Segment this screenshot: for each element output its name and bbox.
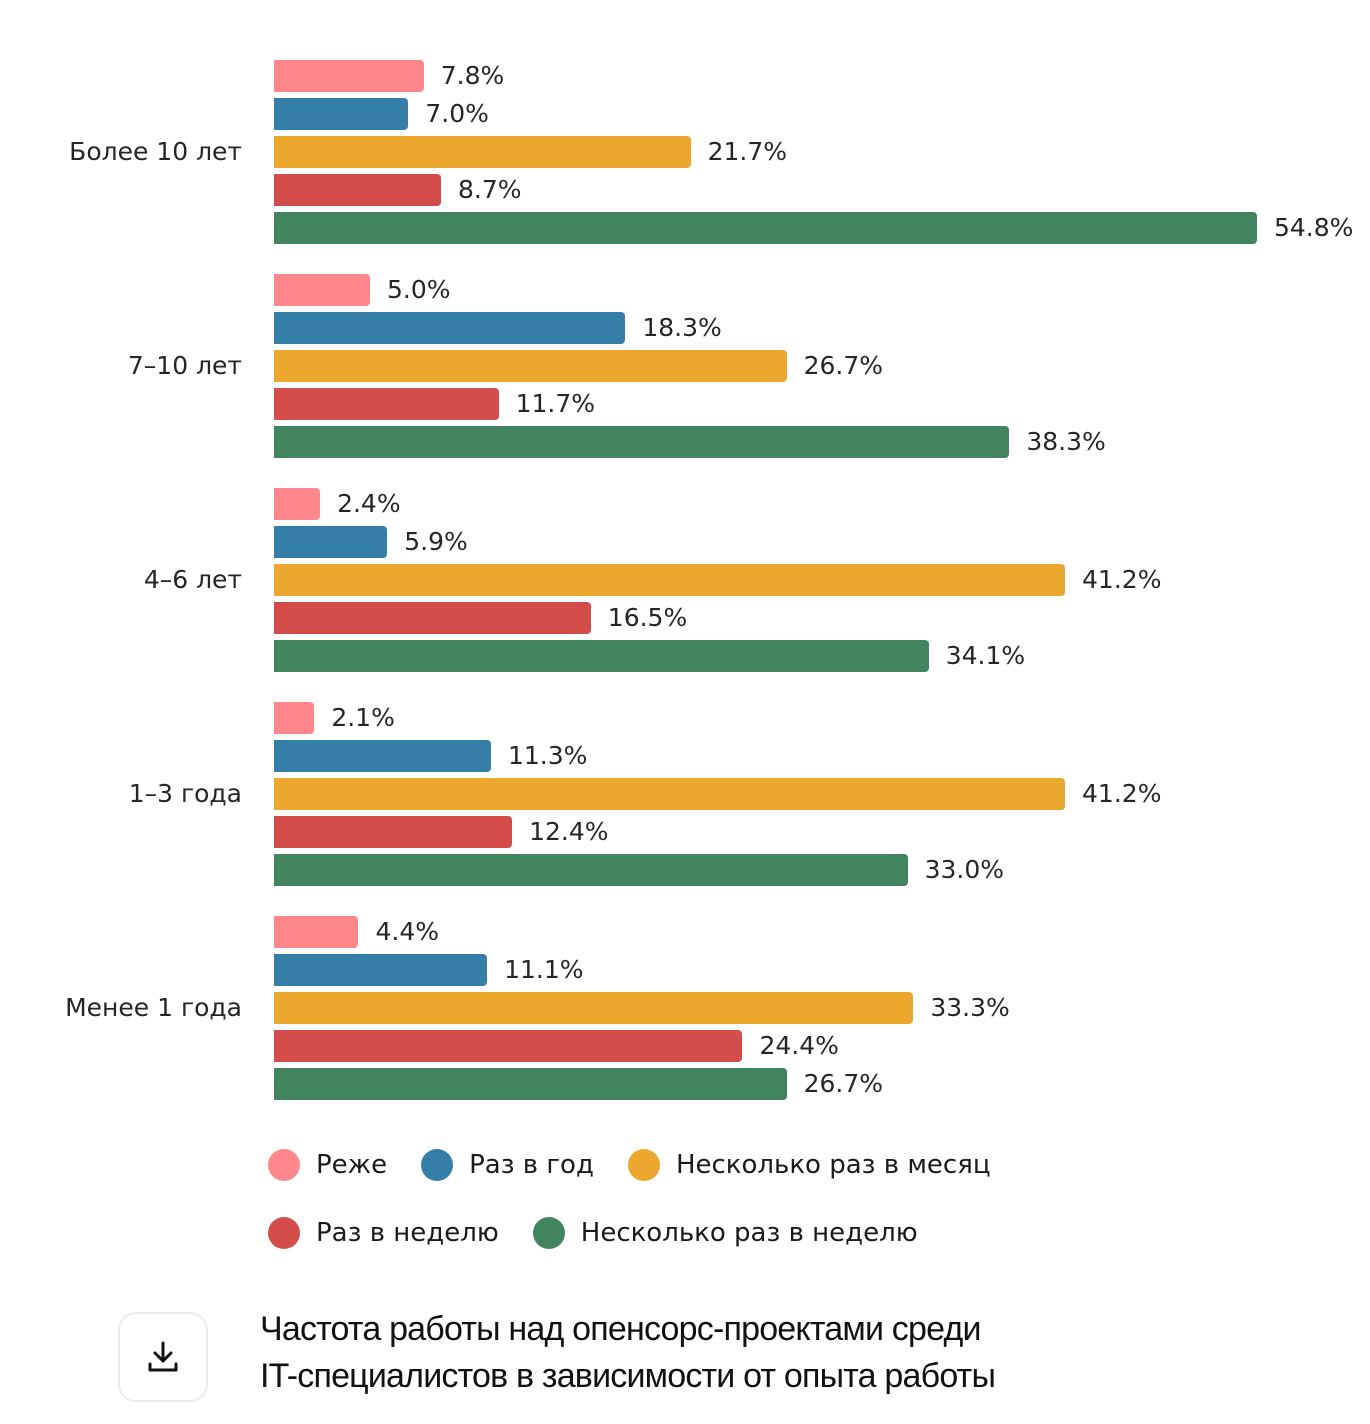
data-label: 4.4%: [375, 917, 439, 946]
legend-swatch-weekly: [268, 1217, 300, 1249]
bar: [274, 602, 591, 634]
bar: [274, 212, 1257, 244]
legend-item-rarely: Реже: [268, 1149, 387, 1181]
bar: [274, 174, 442, 206]
bar: [274, 98, 409, 130]
data-label: 11.7%: [515, 389, 596, 418]
legend-label-weekly: Раз в неделю: [316, 1218, 499, 1248]
data-label: 33.3%: [930, 993, 1010, 1022]
bar: [274, 702, 315, 734]
data-label: 33.0%: [924, 855, 1005, 884]
data-label: 24.4%: [759, 1031, 839, 1060]
data-label: 8.7%: [458, 175, 522, 204]
category-label: 1–3 года: [128, 779, 242, 808]
legend-label-rarely: Реже: [316, 1150, 388, 1180]
bar: [274, 1030, 743, 1062]
bar: [274, 312, 626, 344]
bar: [274, 60, 424, 92]
bar: [274, 1068, 787, 1100]
bar: [274, 916, 359, 948]
data-label: 41.2%: [1082, 779, 1162, 808]
data-label: 26.7%: [803, 351, 884, 380]
bar: [274, 526, 388, 558]
bar: [274, 778, 1066, 810]
data-label: 21.7%: [707, 137, 788, 166]
data-label: 18.3%: [642, 313, 722, 342]
legend-item-yearly: Раз в год: [421, 1149, 594, 1181]
bar: [274, 992, 914, 1024]
legend-swatch-rarely: [268, 1149, 300, 1181]
bar-chart: Более 10 лет 7.8% 7.0% 21.7% 8.7% 54.8% 7–10 л…: [65, 60, 1354, 1100]
bar: [274, 488, 321, 520]
chart-caption: Частота работы над опенсорс-проектами ср…: [260, 1306, 996, 1400]
caption-line-1: Частота работы над опенсорс-проектами ср…: [260, 1310, 982, 1348]
bar: [274, 740, 491, 772]
data-label: 5.0%: [387, 275, 451, 304]
data-label: 11.1%: [504, 955, 584, 984]
data-label: 7.8%: [440, 61, 505, 90]
data-label: 26.7%: [803, 1069, 884, 1098]
data-label: 5.9%: [404, 527, 468, 556]
data-label: 38.3%: [1026, 427, 1106, 456]
bar: [274, 954, 488, 986]
bar: [274, 816, 513, 848]
data-label: 16.5%: [607, 603, 688, 632]
bar: [274, 350, 787, 382]
data-label: 2.1%: [331, 703, 395, 732]
bar: [274, 564, 1066, 596]
legend-row-1: Реже Раз в год Несколько раз в месяц: [268, 1140, 1268, 1190]
bar: [274, 640, 929, 672]
legend-item-several-weekly: Несколько раз в неделю: [532, 1217, 918, 1249]
legend-item-weekly: Раз в неделю: [268, 1217, 499, 1249]
legend: Реже Раз в год Несколько раз в месяц Раз…: [268, 1140, 1268, 1276]
legend-item-monthly: Несколько раз в месяц: [627, 1149, 991, 1181]
category-label: 7–10 лет: [127, 351, 242, 380]
download-icon: [148, 1341, 178, 1372]
legend-label-monthly: Несколько раз в месяц: [675, 1150, 991, 1180]
legend-swatch-several-weekly: [532, 1217, 565, 1249]
caption-line-2: IT-специалистов в зависимости от опыта р…: [260, 1357, 996, 1395]
legend-label-yearly: Раз в год: [469, 1150, 594, 1180]
data-label: 12.4%: [529, 817, 609, 846]
legend-swatch-yearly: [421, 1149, 454, 1181]
bar: [274, 136, 691, 168]
bar: [274, 388, 499, 420]
category-label: 4–6 лет: [143, 565, 242, 594]
download-button[interactable]: [118, 1312, 208, 1402]
data-label: 11.3%: [507, 741, 588, 770]
data-label: 7.0%: [425, 99, 489, 128]
category-label: Менее 1 года: [65, 993, 242, 1022]
category-label: Более 10 лет: [69, 137, 242, 166]
legend-label-several-weekly: Несколько раз в неделю: [580, 1218, 918, 1248]
data-label: 54.8%: [1274, 213, 1354, 242]
data-label: 34.1%: [945, 641, 1026, 670]
bar: [274, 274, 370, 306]
legend-row-2: Раз в неделю Несколько раз в неделю: [268, 1208, 1268, 1258]
legend-swatch-monthly: [627, 1149, 660, 1181]
data-label: 2.4%: [337, 489, 401, 518]
data-label: 41.2%: [1082, 565, 1162, 594]
bar: [274, 854, 908, 886]
bar: [274, 426, 1010, 458]
